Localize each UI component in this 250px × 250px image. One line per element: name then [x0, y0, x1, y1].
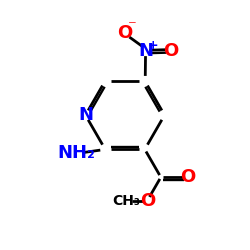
- Text: O: O: [140, 192, 155, 210]
- Text: N: N: [78, 106, 93, 124]
- Text: CH₃: CH₃: [112, 194, 140, 208]
- Text: N: N: [138, 42, 154, 60]
- Text: O: O: [118, 24, 133, 42]
- Text: NH₂: NH₂: [58, 144, 96, 162]
- Text: ⁻: ⁻: [128, 17, 136, 35]
- Text: +: +: [148, 38, 159, 52]
- Text: O: O: [180, 168, 196, 186]
- Text: O: O: [163, 42, 178, 60]
